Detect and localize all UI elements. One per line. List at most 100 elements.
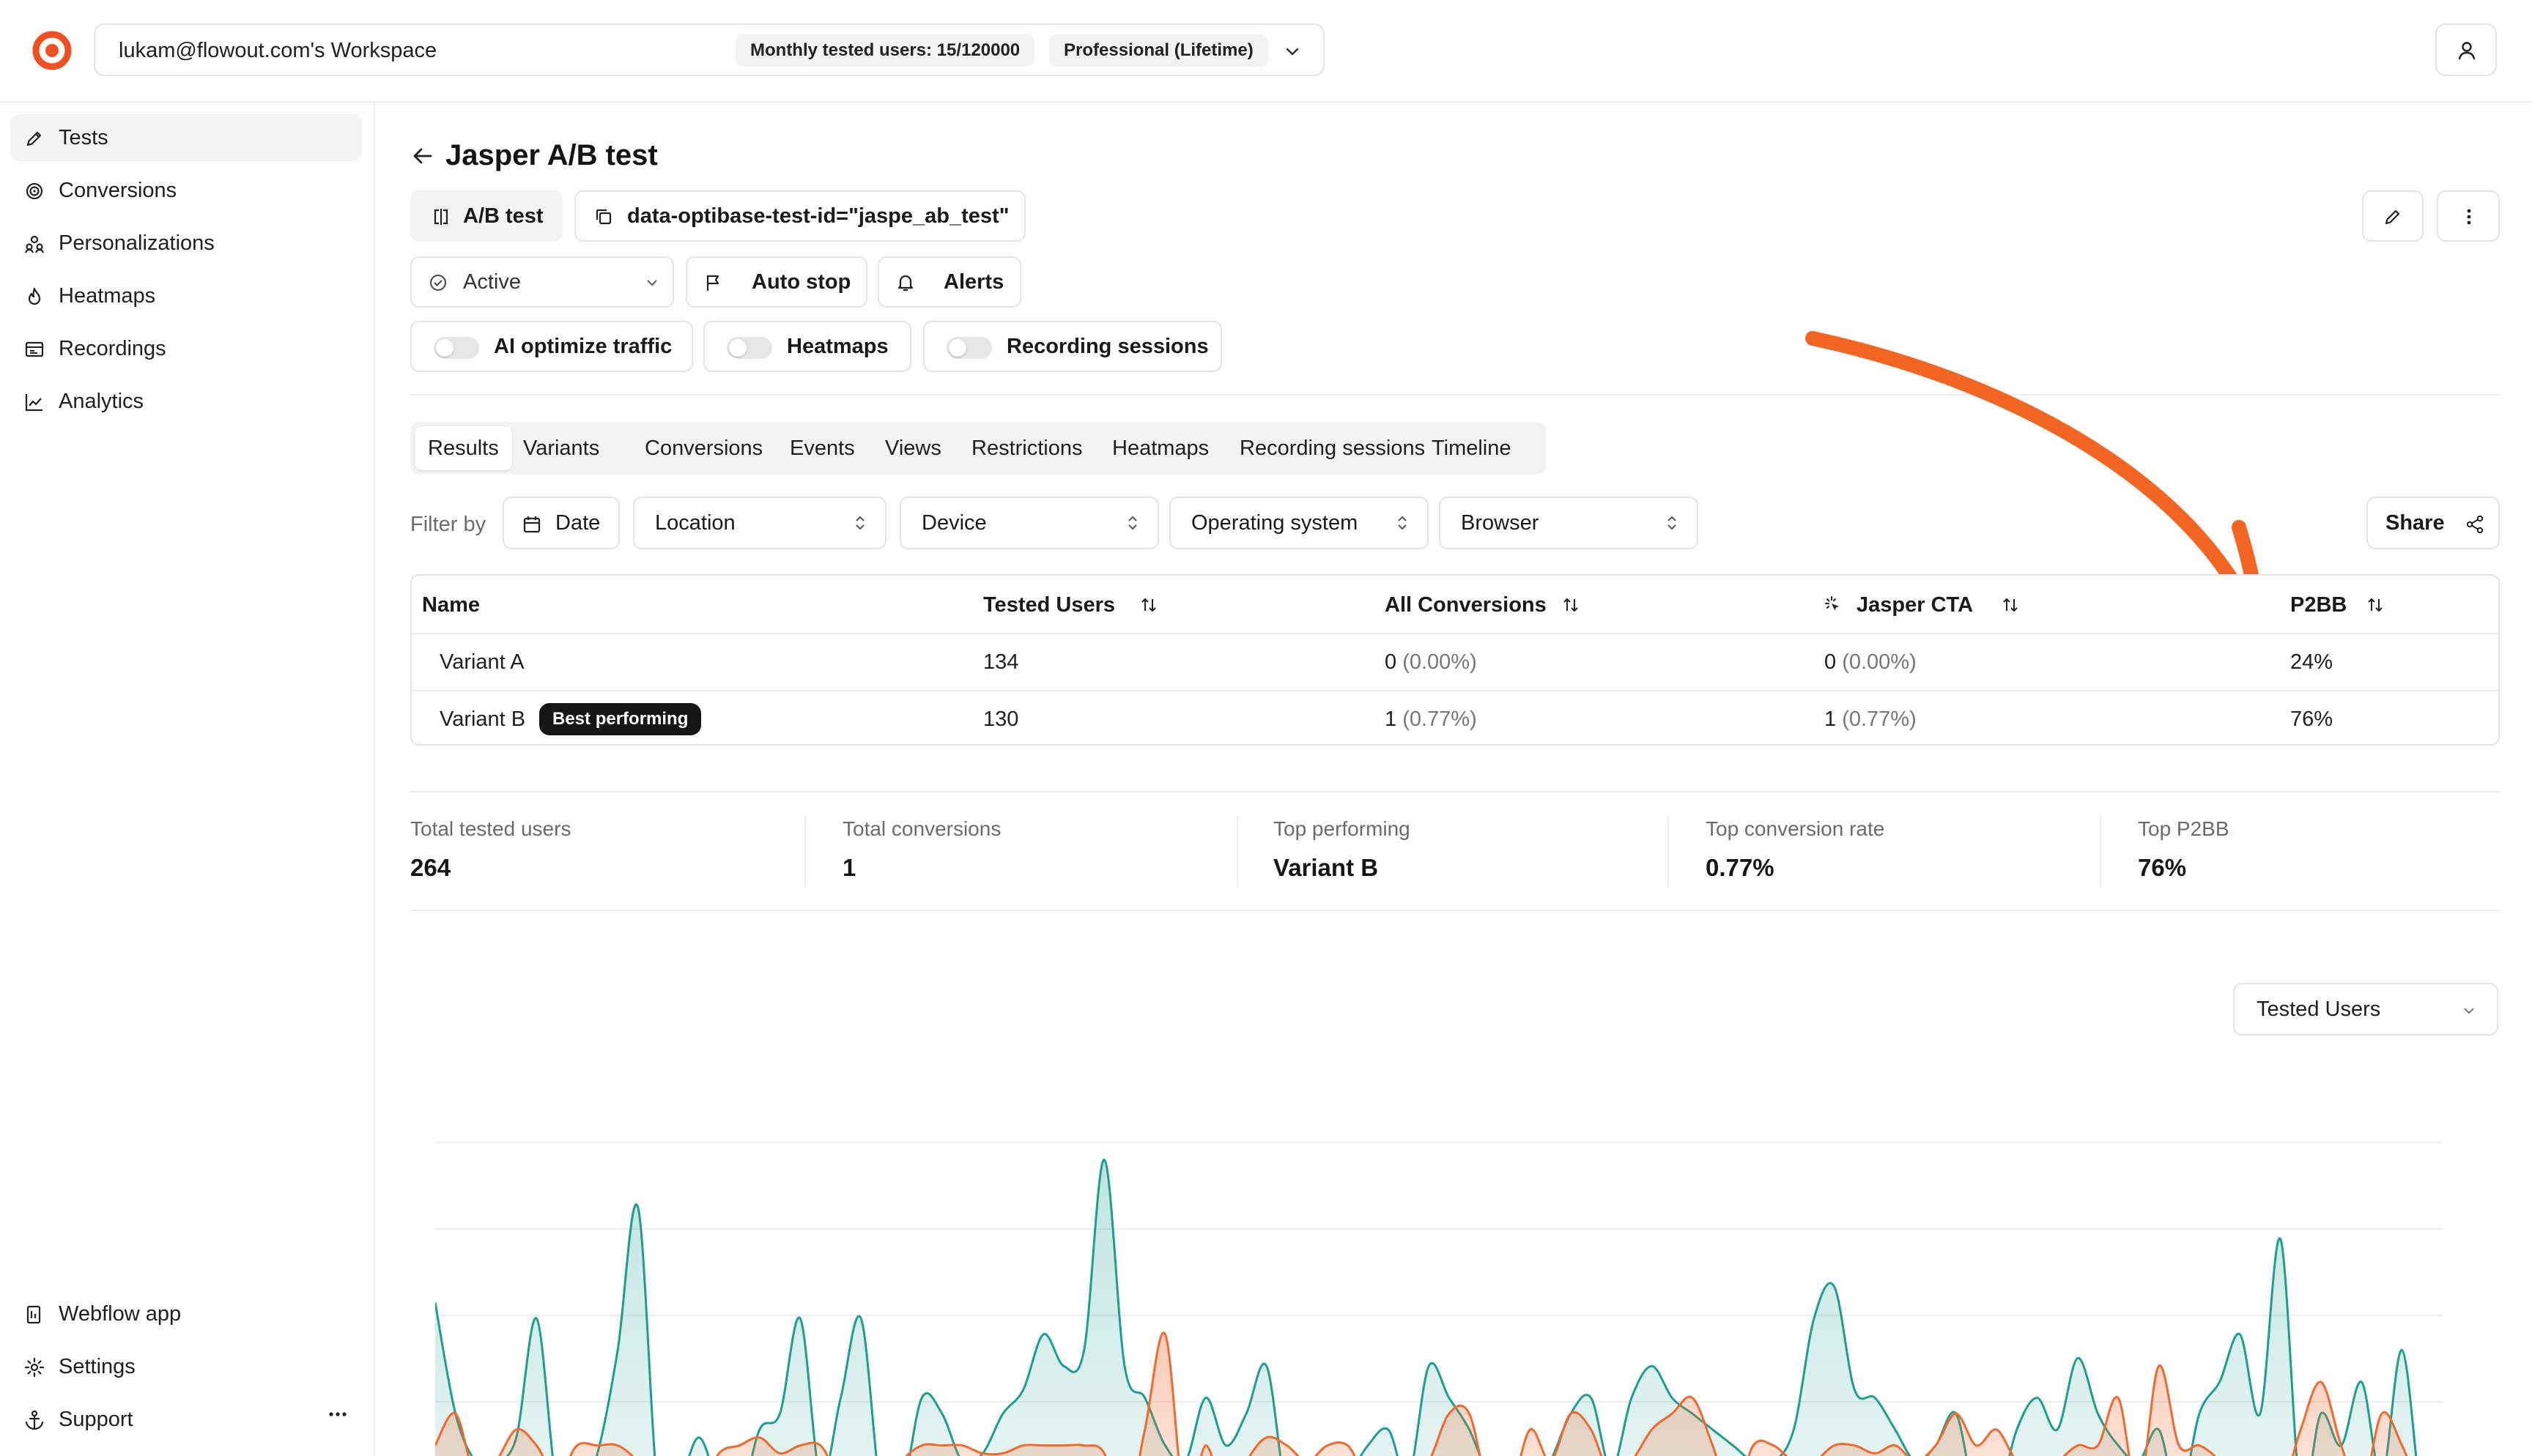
all-conversions-value: 1 (0.77%) xyxy=(1385,707,1477,731)
tab-events[interactable]: Events xyxy=(790,437,855,460)
column-header-tested-users[interactable]: Tested Users xyxy=(983,593,1115,617)
share-button[interactable]: Share xyxy=(2366,497,2500,549)
column-header-jasper-cta[interactable]: Jasper CTA xyxy=(1857,593,1974,617)
sidebar-item-label: Analytics xyxy=(59,390,144,413)
device-filter-select[interactable]: Device xyxy=(900,497,1159,549)
sidebar: Tests Conversions Personalizations Heatm… xyxy=(0,103,375,1456)
edit-test-button[interactable] xyxy=(2362,190,2424,242)
webflow-icon xyxy=(26,1305,41,1324)
more-options-button[interactable] xyxy=(2437,190,2500,242)
recording-sessions-toggle[interactable] xyxy=(947,337,992,359)
workspace-name: lukam@flowout.com's Workspace xyxy=(119,39,437,62)
divider xyxy=(2100,816,2101,888)
tab-recording-sessions[interactable]: Recording sessions xyxy=(1240,437,1426,460)
divider xyxy=(410,394,2500,395)
sidebar-item-webflow-app[interactable]: Webflow app xyxy=(10,1290,362,1337)
browser-filter-select[interactable]: Browser xyxy=(1439,497,1698,549)
jasper-cta-value: 1 (0.77%) xyxy=(1824,707,1917,731)
chart-gridlines xyxy=(435,1142,2443,1403)
chevron-down-icon xyxy=(647,280,657,286)
sidebar-item-heatmaps[interactable]: Heatmaps xyxy=(10,272,362,319)
sidebar-item-label: Recordings xyxy=(59,337,166,360)
bell-icon xyxy=(897,275,914,291)
tab-results[interactable]: Results xyxy=(415,426,512,470)
sidebar-item-personalizations[interactable]: Personalizations xyxy=(10,220,362,267)
chevron-up-down-icon xyxy=(1128,516,1137,530)
all-conversions-value: 0 (0.00%) xyxy=(1385,650,1477,674)
tab-timeline[interactable]: Timeline xyxy=(1432,437,1511,460)
sidebar-item-conversions[interactable]: Conversions xyxy=(10,167,362,214)
chevron-up-down-icon xyxy=(1667,516,1676,530)
tab-views[interactable]: Views xyxy=(885,437,941,460)
sort-icon[interactable] xyxy=(1561,595,1581,615)
monthly-users-badge: Monthly tested users: 15/120000 xyxy=(736,34,1035,67)
split-icon xyxy=(434,209,448,225)
column-header-all-conversions[interactable]: All Conversions xyxy=(1385,593,1547,617)
gear-icon xyxy=(24,1357,45,1378)
table-row[interactable]: Variant B Best performing 130 1 (0.77%) … xyxy=(412,690,2498,746)
logo-icon[interactable] xyxy=(31,29,73,72)
sidebar-item-recordings[interactable]: Recordings xyxy=(10,325,362,372)
auto-stop-button[interactable]: Auto stop xyxy=(686,256,867,308)
flag-icon xyxy=(706,275,719,291)
sidebar-item-label: Support xyxy=(59,1408,133,1431)
tab-heatmaps[interactable]: Heatmaps xyxy=(1112,437,1210,460)
column-header-name[interactable]: Name xyxy=(422,593,480,617)
tested-users-value: 130 xyxy=(983,707,1019,731)
heatmaps-toggle[interactable] xyxy=(727,337,772,359)
results-table: Name Tested Users All Conversions Jasper… xyxy=(410,574,2500,746)
tested-users-chart xyxy=(435,1142,2443,1456)
more-horizontal-icon[interactable] xyxy=(327,1403,349,1425)
test-type-chip[interactable]: A/B test xyxy=(410,190,563,242)
chart-series xyxy=(435,1158,2418,1456)
user-menu-button[interactable] xyxy=(2435,23,2497,76)
chevron-up-down-icon xyxy=(856,516,865,530)
page-title: Jasper A/B test xyxy=(445,139,658,171)
best-performing-badge: Best performing xyxy=(539,703,702,735)
pencil-icon xyxy=(26,131,42,146)
chart-metric-select[interactable]: Tested Users xyxy=(2233,983,2498,1036)
tab-restrictions[interactable]: Restrictions xyxy=(971,437,1083,460)
divider xyxy=(804,816,806,888)
copy-test-id-button[interactable]: data-optibase-test-id="jaspe_ab_test" xyxy=(574,190,1026,242)
column-header-p2bb[interactable]: P2BB xyxy=(2290,593,2347,617)
date-filter-button[interactable]: Date xyxy=(503,497,620,549)
heatmaps-toggle-chip[interactable]: Heatmaps xyxy=(703,321,911,372)
sort-icon[interactable] xyxy=(2000,595,2021,615)
tab-bar: Results Variants Conversions Events View… xyxy=(410,422,1546,475)
sort-icon[interactable] xyxy=(2365,595,2385,615)
alerts-button[interactable]: Alerts xyxy=(878,256,1021,308)
arrow-left-icon[interactable] xyxy=(410,144,435,168)
recordings-icon xyxy=(25,341,44,357)
sidebar-item-settings[interactable]: Settings xyxy=(10,1343,362,1390)
ai-optimize-toggle-chip[interactable]: AI optimize traffic xyxy=(410,321,693,372)
tested-users-value: 134 xyxy=(983,650,1019,674)
calendar-icon xyxy=(523,516,541,533)
check-circle-icon xyxy=(430,275,446,291)
table-row[interactable]: Variant A 134 0 (0.00%) 0 (0.00%) 24% xyxy=(412,634,2498,690)
anchor-icon xyxy=(25,1410,44,1430)
tab-conversions[interactable]: Conversions xyxy=(645,437,763,460)
sidebar-item-analytics[interactable]: Analytics xyxy=(10,378,362,425)
p2bb-value: 24% xyxy=(2290,650,2333,674)
divider xyxy=(1667,816,1669,888)
sidebar-item-label: Webflow app xyxy=(59,1302,182,1326)
os-filter-select[interactable]: Operating system xyxy=(1169,497,1429,549)
sidebar-item-tests[interactable]: Tests xyxy=(10,114,362,161)
divider xyxy=(410,910,2500,911)
share-icon xyxy=(2466,515,2484,534)
chevron-up-down-icon xyxy=(1398,516,1407,530)
tab-variants[interactable]: Variants xyxy=(523,437,600,460)
sort-icon[interactable] xyxy=(1139,595,1159,615)
ai-optimize-toggle[interactable] xyxy=(434,337,479,359)
sidebar-item-support[interactable]: Support xyxy=(10,1396,362,1443)
sidebar-item-label: Heatmaps xyxy=(59,284,156,308)
user-icon xyxy=(2458,42,2476,60)
divider xyxy=(1237,816,1238,888)
more-vertical-icon xyxy=(2467,209,2471,225)
status-select[interactable]: Active xyxy=(410,256,674,308)
sidebar-item-label: Conversions xyxy=(59,179,177,202)
location-filter-select[interactable]: Location xyxy=(633,497,886,549)
workspace-selector[interactable]: lukam@flowout.com's Workspace Monthly te… xyxy=(94,23,1325,76)
recording-sessions-toggle-chip[interactable]: Recording sessions xyxy=(923,321,1222,372)
